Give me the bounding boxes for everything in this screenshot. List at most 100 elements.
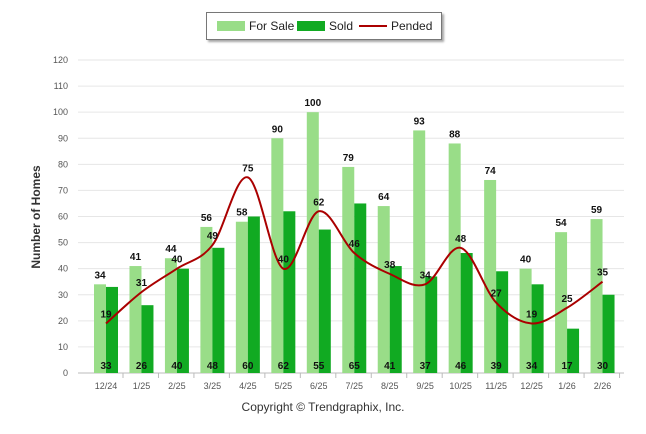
copyright-footer: Copyright © Trendgraphix, Inc.	[241, 400, 405, 414]
label-for-sale-10/25: 88	[449, 129, 461, 140]
x-tick-label-8/25: 8/25	[381, 381, 399, 391]
label-pended-12/25: 19	[526, 309, 538, 320]
bar-sold-1/26	[567, 328, 580, 373]
pended-line-path	[105, 176, 604, 325]
label-pended-7/25: 46	[349, 239, 361, 250]
bar-for-sale-1/26	[555, 232, 568, 373]
bar-sold-1/25	[141, 305, 154, 373]
label-pended-2/25: 40	[171, 255, 183, 266]
x-tick-label-3/25: 3/25	[204, 381, 222, 391]
label-pended-11/25: 27	[491, 289, 503, 300]
y-tick-label-60: 60	[58, 212, 68, 222]
x-tick-label-1/26: 1/26	[558, 381, 576, 391]
y-tick-label-20: 20	[58, 316, 68, 326]
bar-sold-7/25	[354, 203, 367, 373]
x-tick-label-11/25: 11/25	[485, 381, 507, 391]
x-tick-label-10/25: 10/25	[449, 381, 472, 391]
y-tick-label-50: 50	[58, 238, 68, 248]
bar-for-sale-2/26	[590, 219, 603, 373]
y-axis-ticks: 0 10 20 30 40 50 60 70 80 90 100 110 120	[53, 55, 68, 378]
label-sold-5/25: 62	[278, 361, 290, 372]
x-tick-label-12/25: 12/25	[520, 381, 543, 391]
label-pended-10/25: 48	[455, 234, 467, 245]
label-sold-9/25: 37	[420, 361, 432, 372]
label-sold-1/26: 17	[562, 361, 574, 372]
bar-for-sale-12/25	[519, 268, 532, 373]
bar-for-sale-4/25	[235, 221, 248, 373]
y-tick-label-90: 90	[58, 133, 68, 143]
label-pended-1/25: 31	[136, 278, 148, 289]
label-pended-12/24: 19	[100, 309, 112, 320]
bar-for-sale-3/25	[200, 226, 213, 373]
label-for-sale-7/25: 79	[343, 153, 355, 164]
y-tick-label-30: 30	[58, 290, 68, 300]
label-for-sale-9/25: 93	[414, 116, 426, 127]
label-for-sale-2/25: 44	[165, 244, 177, 255]
legend-line-pended	[359, 25, 387, 27]
x-tick-label-5/25: 5/25	[275, 381, 293, 391]
label-for-sale-12/24: 34	[94, 270, 106, 281]
label-sold-2/25: 40	[171, 361, 183, 372]
bar-for-sale-12/24	[94, 284, 106, 373]
label-pended-9/25: 34	[420, 270, 432, 281]
bar-for-sale-9/25	[413, 130, 426, 373]
bar-for-sale-8/25	[377, 206, 390, 373]
label-pended-8/25: 38	[384, 260, 396, 271]
x-tick-label-6/25: 6/25	[310, 381, 328, 391]
label-for-sale-4/25: 58	[236, 208, 248, 219]
label-for-sale-11/25: 74	[485, 166, 497, 177]
bars	[94, 112, 615, 374]
bar-for-sale-10/25	[448, 143, 461, 373]
bar-sold-12/25	[531, 284, 544, 373]
bar-for-sale-11/25	[484, 179, 497, 373]
bar-for-sale-5/25	[271, 138, 284, 373]
legend-label-pended: Pended	[391, 19, 433, 33]
x-tick-label-7/25: 7/25	[346, 381, 364, 391]
bar-sold-11/25	[496, 271, 509, 373]
x-tick-label-4/25: 4/25	[239, 381, 257, 391]
y-tick-label-0: 0	[63, 368, 68, 378]
label-sold-3/25: 48	[207, 361, 219, 372]
data-labels: 3433412644405648586090621005579656441933…	[94, 98, 608, 372]
x-tick-label-2/25: 2/25	[168, 381, 186, 391]
bar-sold-6/25	[318, 229, 331, 373]
legend: For Sale Sold Pended	[206, 12, 442, 40]
label-sold-4/25: 60	[242, 361, 254, 372]
x-tick-label-2/26: 2/26	[594, 381, 612, 391]
bar-sold-2/25	[176, 268, 189, 373]
label-sold-2/26: 30	[597, 361, 609, 372]
bar-for-sale-6/25	[306, 112, 319, 374]
bar-sold-10/25	[460, 253, 473, 373]
y-tick-label-100: 100	[53, 107, 68, 117]
y-tick-label-10: 10	[58, 342, 68, 352]
legend-swatch-sold	[297, 21, 325, 31]
label-sold-8/25: 41	[384, 361, 396, 372]
label-sold-10/25: 46	[455, 361, 467, 372]
label-for-sale-1/25: 41	[130, 252, 142, 263]
label-sold-11/25: 39	[491, 361, 503, 372]
pended-line	[105, 176, 604, 325]
bar-for-sale-2/25	[164, 258, 177, 373]
label-for-sale-3/25: 56	[201, 213, 213, 224]
bar-sold-4/25	[247, 216, 260, 373]
legend-label-sold: Sold	[329, 19, 354, 33]
legend-label-for-sale: For Sale	[249, 19, 295, 33]
bar-sold-9/25	[425, 276, 438, 373]
y-tick-label-120: 120	[53, 55, 68, 65]
y-tick-label-70: 70	[58, 185, 68, 195]
label-for-sale-6/25: 100	[304, 98, 321, 109]
label-pended-1/26: 25	[562, 294, 574, 305]
label-pended-4/25: 75	[242, 163, 254, 174]
y-tick-label-110: 110	[54, 81, 68, 91]
bar-sold-3/25	[212, 247, 225, 373]
bar-sold-8/25	[389, 266, 402, 373]
legend-swatch-for-sale	[217, 21, 245, 31]
bar-for-sale-1/25	[129, 266, 142, 373]
label-pended-5/25: 40	[278, 255, 290, 266]
label-sold-12/24: 33	[100, 361, 112, 372]
label-sold-7/25: 65	[349, 361, 361, 372]
label-pended-3/25: 49	[207, 231, 219, 242]
x-tick-label-1/25: 1/25	[133, 381, 151, 391]
label-for-sale-12/25: 40	[520, 255, 532, 266]
